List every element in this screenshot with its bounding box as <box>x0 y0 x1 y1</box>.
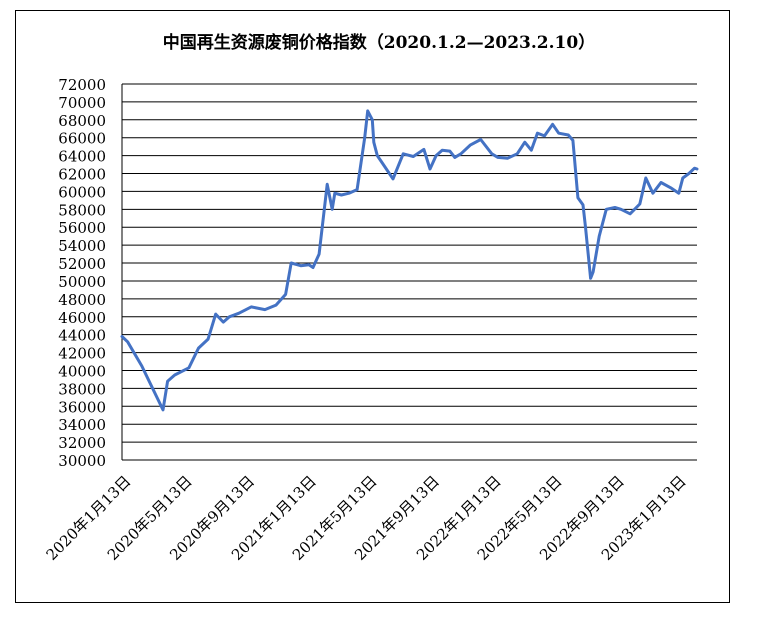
y-tick-label: 30000 <box>58 452 106 470</box>
chart-title: 中国再生资源废铜价格指数（2020.1.2—2023.2.10） <box>162 33 596 53</box>
y-tick-label: 64000 <box>58 148 106 166</box>
y-tick-label: 42000 <box>58 345 106 363</box>
y-tick-label: 44000 <box>58 327 106 345</box>
y-tick-label: 68000 <box>58 112 106 130</box>
y-tick-label: 34000 <box>58 416 106 434</box>
y-tick-label: 66000 <box>58 130 106 148</box>
y-tick-label: 52000 <box>58 255 106 273</box>
y-tick-label: 46000 <box>58 309 106 327</box>
y-tick-label: 54000 <box>58 237 106 255</box>
y-tick-label: 60000 <box>58 183 106 201</box>
y-tick-label: 58000 <box>58 201 106 219</box>
y-tick-label: 32000 <box>58 434 106 452</box>
y-tick-label: 48000 <box>58 291 106 309</box>
y-tick-label: 36000 <box>58 398 106 416</box>
y-tick-label: 62000 <box>58 166 106 184</box>
y-tick-label: 38000 <box>58 380 106 398</box>
y-tick-label: 70000 <box>58 94 106 112</box>
y-tick-label: 50000 <box>58 273 106 291</box>
y-tick-label: 56000 <box>58 219 106 237</box>
y-tick-label: 72000 <box>58 76 106 94</box>
chart-frame <box>15 10 730 603</box>
y-tick-label: 40000 <box>58 362 106 380</box>
series-line <box>120 109 699 412</box>
